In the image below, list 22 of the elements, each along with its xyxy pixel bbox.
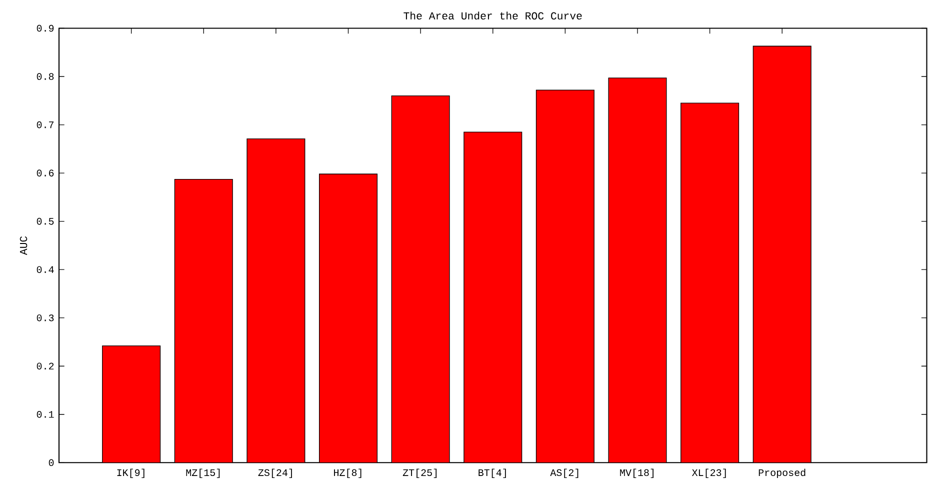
y-tick-label: 0.3: [36, 314, 54, 322]
x-tick-label: MV[18]: [620, 468, 654, 478]
y-axis-title: AUC: [20, 236, 28, 256]
y-tick-label: 0.6: [36, 170, 54, 176]
y-tick-label: 0.8: [36, 73, 54, 80]
x-tick-label: IK[9]: [117, 468, 144, 478]
y-tick-label: 0: [48, 459, 54, 466]
chart-title: The Area Under the ROC Curve: [404, 12, 582, 20]
x-tick-label: MZ[15]: [186, 468, 220, 478]
x-tick-label: BT[4]: [478, 468, 506, 478]
y-tick-label: 0.9: [36, 24, 54, 32]
x-tick-label: XL[23]: [692, 468, 726, 478]
y-tick-label: 0.2: [36, 362, 54, 370]
x-tick-label: Proposed: [758, 468, 806, 478]
x-tick-label: ZS[24]: [258, 468, 292, 478]
y-tick-label: 0.7: [36, 121, 54, 128]
y-tick-label: 0.5: [36, 218, 54, 225]
x-tick-label: HZ[8]: [334, 468, 362, 478]
y-tick-label: 0.4: [36, 266, 54, 273]
x-tick-label: AS[2]: [550, 468, 578, 478]
y-tick-label: 0.1: [36, 410, 54, 418]
x-tick-label: ZT[25]: [402, 468, 437, 478]
